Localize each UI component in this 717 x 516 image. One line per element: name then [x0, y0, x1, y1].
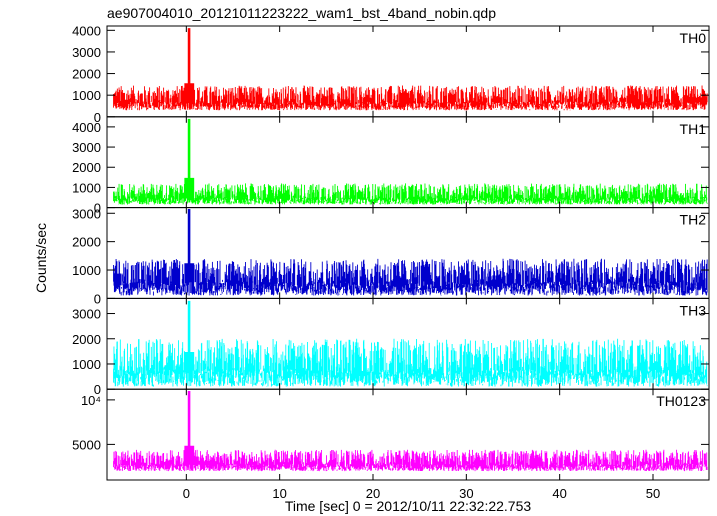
y-tick-label: 4000: [72, 120, 101, 135]
series-line-th2: [113, 209, 708, 296]
y-tick-label: 1000: [72, 88, 101, 103]
series-label-th1: TH1: [680, 121, 707, 137]
chart-title: ae907004010_20121011223222_wam1_bst_4ban…: [107, 5, 496, 21]
y-tick-label: 1000: [72, 263, 101, 278]
y-axis-label: Counts/sec: [33, 223, 49, 293]
x-axis-label: Time [sec] 0 = 2012/10/11 22:32:22.753: [285, 498, 532, 514]
y-tick-label: 3000: [72, 45, 101, 60]
series-line-th0123: [113, 390, 708, 472]
series-line-th3: [113, 300, 708, 387]
y-tick-label: 0: [94, 382, 101, 397]
y-tick-label: 10⁴: [81, 393, 101, 408]
x-tick-label: 50: [646, 486, 660, 501]
y-tick-label: 2000: [72, 332, 101, 347]
y-tick-label: 5000: [72, 437, 101, 452]
y-tick-label: 2000: [72, 235, 101, 250]
y-tick-label: 4000: [72, 23, 101, 38]
y-tick-label: 0: [94, 201, 101, 216]
y-tick-label: 3000: [72, 206, 101, 221]
y-tick-label: 0: [94, 110, 101, 125]
y-tick-label: 2000: [72, 160, 101, 175]
series-line-th1: [113, 118, 708, 205]
x-tick-label: 40: [552, 486, 566, 501]
y-tick-label: 3000: [72, 307, 101, 322]
y-tick-label: 0: [94, 291, 101, 306]
x-tick-label: 20: [366, 486, 380, 501]
x-tick-label: 30: [459, 486, 473, 501]
panel-frame-th0123: [106, 388, 710, 481]
y-tick-label: 1000: [72, 357, 101, 372]
series-label-th0123: TH0123: [656, 393, 706, 409]
series-line-th0: [113, 28, 708, 111]
series-label-th0: TH0: [680, 30, 707, 46]
x-tick-label: 10: [272, 486, 286, 501]
y-tick-label: 2000: [72, 67, 101, 82]
series-label-th3: TH3: [680, 302, 707, 318]
series-label-th2: TH2: [680, 212, 707, 228]
x-tick-label: 0: [183, 486, 190, 501]
y-tick-label: 3000: [72, 140, 101, 155]
panel-frame-th1: [106, 116, 710, 209]
y-tick-label: 1000: [72, 180, 101, 195]
